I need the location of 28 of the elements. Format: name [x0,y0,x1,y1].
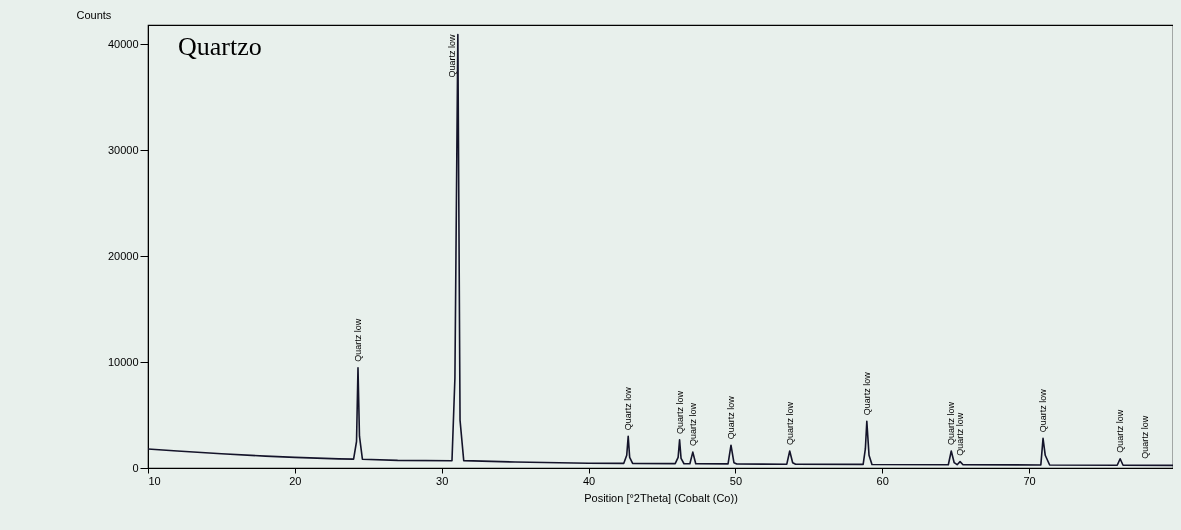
x-tick-label: 40 [582,474,596,487]
annotation: Quartz low [446,34,457,78]
x-tick-label: 60 [876,474,889,487]
annotation: Quartz low [674,390,685,434]
annotation: Quartz low [1115,409,1126,453]
x-tick-label: 20 [289,474,302,487]
annotation: Quartz low [725,395,736,440]
y-tick-label: 30000 [107,143,139,156]
annotation: Quartzo [178,32,262,61]
annotation: Quartz low [1038,388,1049,433]
annotation: Quartz low [946,401,957,446]
y-tick-label: 10000 [107,355,139,368]
y-tick-label: 40000 [107,37,139,50]
annotation: Quartz low [352,318,363,362]
annotation: Quartz low [861,371,872,416]
x-tick-label: 70 [1023,474,1036,487]
x-tick-label: 50 [729,474,743,487]
x-tick-label: 10 [148,474,161,487]
y-tick-label: 0 [132,461,139,474]
annotation: Quartz low [687,402,698,447]
annotation: Quartz low [623,386,634,431]
annotation: Quartz low [1140,415,1151,459]
line-series [147,33,1173,467]
y-axis-title: Counts [76,8,112,21]
x-axis-title: Position [°2Theta] (Cobalt (Co)) [584,491,738,504]
x-tick-label: 30 [436,474,449,487]
annotation: Quartz low [784,401,795,446]
y-tick-label: 20000 [107,249,139,262]
